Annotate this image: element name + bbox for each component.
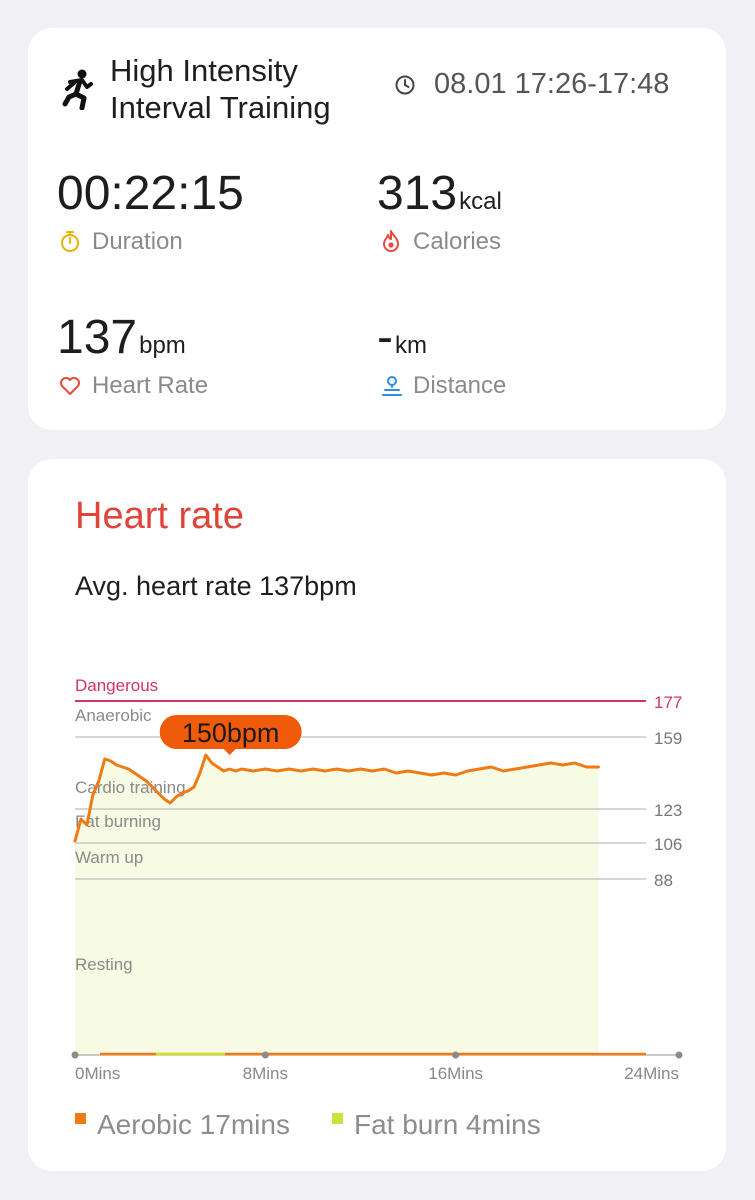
calories-number: 313 [377,167,458,220]
workout-summary-card: High Intensity Interval Training 08.01 1… [28,28,726,430]
heart-rate-title: Heart rate [75,495,244,537]
zone-threshold-dangerous: 177 [654,693,682,712]
workout-title-line1: High Intensity [110,53,298,88]
x-tick-label-2: 16Mins [428,1064,483,1083]
calories-value: 313kcal [377,168,502,228]
distance-value: -km [377,312,427,372]
x-tick-label-3: 24Mins [624,1064,679,1083]
stopwatch-icon [61,231,79,252]
heart-rate-number: 137 [57,311,138,364]
zone-threshold-cardio-training: 123 [654,801,682,820]
peak-tooltip-label: 150bpm [182,718,280,748]
heart-rate-card: Heart rate Avg. heart rate 137bpm 177 Dan… [28,459,726,1171]
legend-swatch-fat-burn [332,1113,343,1124]
distance-number: - [377,311,393,364]
heart-rate-value: 137bpm [57,312,186,372]
zone-label-anaerobic: Anaerobic [75,706,152,725]
calories-label: Calories [413,228,502,255]
duration-number: 00:22:15 [57,167,244,220]
distance-label: Distance [413,372,507,399]
x-tick-dot-3 [675,1051,683,1059]
zone-label-resting: Resting [75,955,133,974]
heart-rate-unit: bpm [139,332,186,359]
workout-title-line2: Interval Training [110,90,331,125]
legend-fat-burn: Fat burn 4mins [354,1109,541,1140]
heart-rate-area [75,755,599,1055]
x-tick-dot-1 [261,1051,269,1059]
zone-threshold-anaerobic: 159 [654,729,682,748]
average-heart-rate: Avg. heart rate 137bpm [75,571,357,601]
duration-label: Duration [92,228,183,255]
heart-icon [60,377,80,395]
clock-icon [395,75,415,95]
peak-tooltip-pointer [222,748,237,755]
zone-label-dangerous: Dangerous [75,676,158,695]
running-person-icon [62,69,93,110]
distance-unit: km [394,332,427,359]
x-tick-dot-2 [452,1051,460,1059]
peak-tooltip-bubble [159,715,302,749]
zone-threshold-warm-up: 88 [654,871,673,890]
workout-time-range: 08.01 17:26-17:48 [434,68,670,100]
peak-tooltip: 150bpm [159,715,302,755]
x-tick-label-1: 8Mins [243,1064,288,1083]
zone-label-fat-burning: Fat burning [75,812,161,831]
x-tick-label-0: 0Mins [75,1064,120,1083]
x-tick-dot-0 [71,1051,79,1059]
zone-label-warm-up: Warm up [75,848,143,867]
legend-aerobic: Aerobic 17mins [97,1109,290,1140]
heart-rate-line [73,753,600,843]
zone-threshold-fat-burning: 106 [654,835,682,854]
flame-icon [383,230,399,252]
workout-title: High Intensity Interval Training [110,52,331,126]
calories-unit: kcal [459,188,502,215]
route-pin-icon [382,376,402,396]
legend-swatch-aerobic [75,1113,86,1124]
duration-value: 00:22:15 [57,168,244,220]
heart-rate-label: Heart Rate [92,372,209,399]
